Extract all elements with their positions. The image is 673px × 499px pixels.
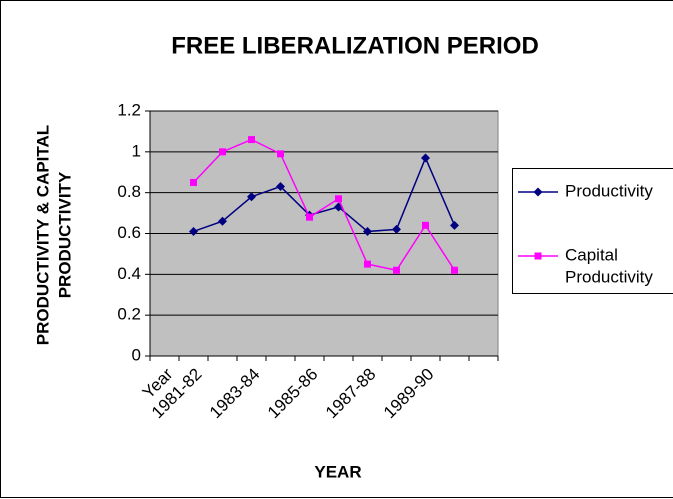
x-axis-label: YEAR [314, 462, 361, 481]
y-tick-label: 0 [132, 345, 141, 364]
legend-label: Productivity [565, 267, 653, 286]
series-line [193, 156, 456, 233]
legend-marker [533, 187, 543, 197]
data-point [189, 226, 198, 236]
data-point [247, 192, 256, 202]
y-tick-label: 0.8 [117, 182, 141, 201]
data-point [421, 153, 430, 163]
y-tick-label: 0.2 [117, 305, 141, 324]
data-point [190, 178, 197, 186]
chart-title: FREE LIBERALIZATION PERIOD [171, 32, 539, 59]
y-tick-label: 0.6 [117, 223, 141, 242]
y-tick-label: 1 [132, 141, 141, 160]
data-point [451, 266, 458, 274]
legend: Productivity Capital Productivity [512, 168, 673, 294]
data-point [422, 221, 429, 229]
data-point [335, 195, 342, 203]
data-point [364, 260, 371, 268]
data-point [248, 136, 255, 144]
data-point [218, 216, 227, 226]
y-axis-label-line: PRODUCTIVITY [55, 171, 74, 298]
data-point [277, 150, 284, 158]
legend-label: Productivity [565, 181, 653, 200]
series [190, 136, 458, 274]
data-point [363, 226, 372, 236]
series [189, 153, 459, 236]
y-tick-label: 0.4 [117, 264, 141, 283]
series-line [192, 138, 456, 272]
y-tick-label: 1.2 [117, 100, 141, 119]
data-point [276, 182, 285, 192]
legend-marker [534, 252, 542, 260]
y-axis-label-line: PRODUCTIVITY & CAPITAL [33, 125, 52, 345]
data-point [306, 213, 313, 221]
data-point [392, 224, 401, 234]
data-point [393, 266, 400, 274]
data-point [450, 220, 459, 230]
legend-label: Capital [565, 245, 618, 264]
y-axis-label: PRODUCTIVITY & CAPITAL PRODUCTIVITY [33, 125, 74, 345]
data-point [219, 148, 226, 156]
